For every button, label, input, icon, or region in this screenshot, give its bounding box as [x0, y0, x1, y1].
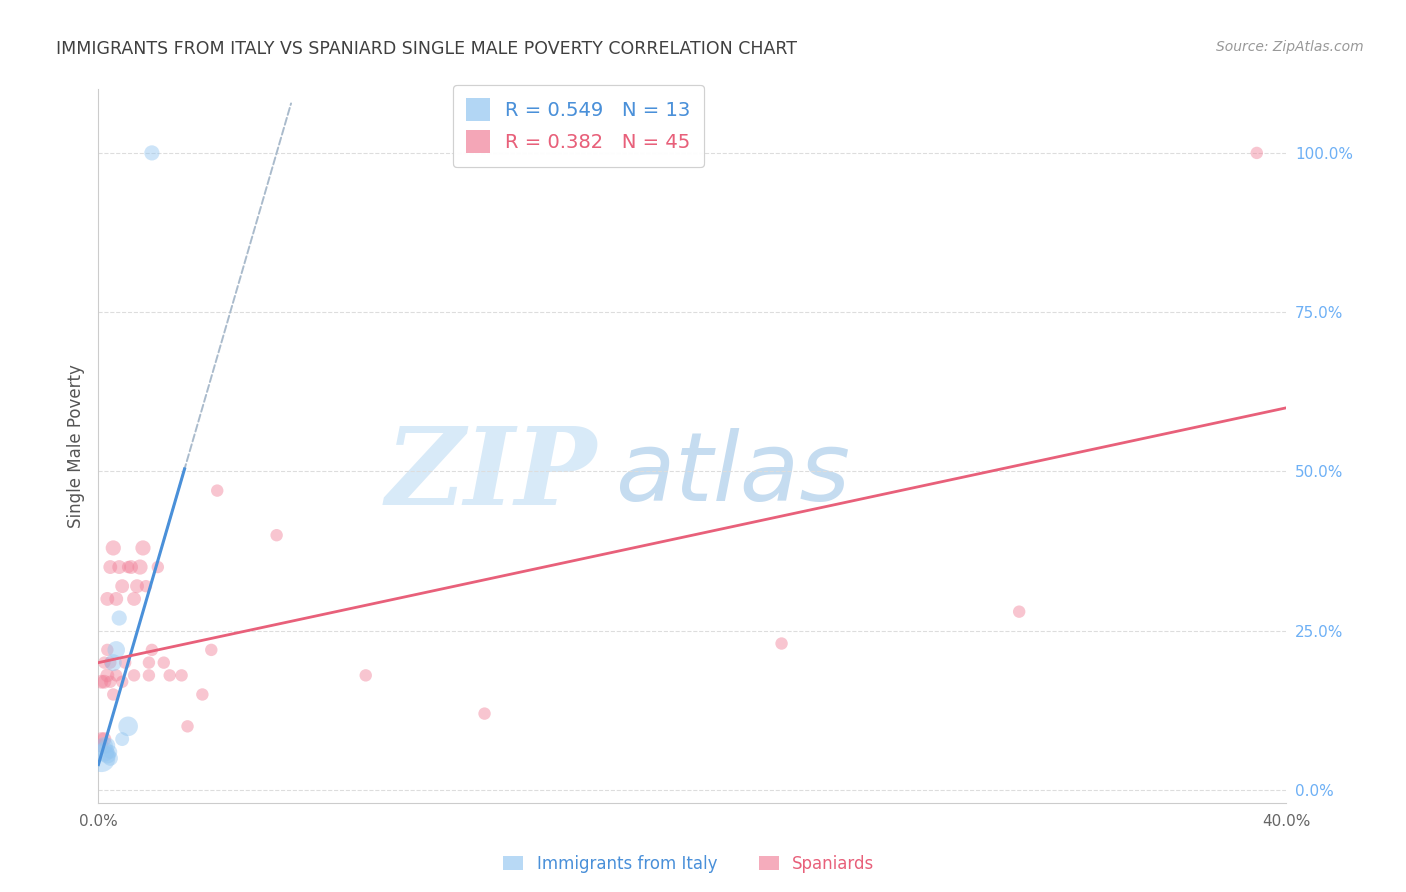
Point	[159, 668, 181, 682]
Point	[96, 591, 118, 606]
Text: atlas: atlas	[616, 428, 851, 521]
Point	[191, 688, 214, 702]
Point	[90, 732, 112, 747]
Point	[108, 560, 131, 574]
Point	[200, 643, 222, 657]
Point	[105, 591, 128, 606]
Point	[90, 674, 112, 689]
Point	[152, 656, 174, 670]
Point	[103, 656, 125, 670]
Text: Source: ZipAtlas.com: Source: ZipAtlas.com	[1216, 40, 1364, 54]
Point	[103, 688, 125, 702]
Point	[103, 541, 125, 555]
Point	[98, 674, 121, 689]
Point	[96, 747, 118, 762]
Point	[98, 656, 121, 670]
Point	[176, 719, 198, 733]
Point	[98, 751, 121, 765]
Point	[474, 706, 496, 721]
Point	[266, 528, 288, 542]
Point	[120, 560, 142, 574]
Point	[132, 541, 155, 555]
Legend: Immigrants from Italy, Spaniards: Immigrants from Italy, Spaniards	[496, 848, 882, 880]
Point	[354, 668, 377, 682]
Point	[770, 636, 793, 650]
Point	[117, 719, 139, 733]
Point	[146, 560, 169, 574]
Point	[93, 732, 115, 747]
Point	[93, 739, 115, 753]
Point	[111, 674, 134, 689]
Point	[138, 656, 160, 670]
Point	[138, 668, 160, 682]
Point	[96, 739, 118, 753]
Point	[105, 668, 128, 682]
Point	[207, 483, 229, 498]
Point	[98, 745, 121, 759]
Point	[125, 579, 148, 593]
Point	[105, 643, 128, 657]
Point	[111, 732, 134, 747]
Point	[117, 560, 139, 574]
Point	[141, 145, 163, 160]
Point	[93, 674, 115, 689]
Point	[114, 656, 136, 670]
Point	[90, 751, 112, 765]
Point	[98, 560, 121, 574]
Point	[129, 560, 152, 574]
Text: ZIP: ZIP	[387, 422, 598, 527]
Point	[1008, 605, 1031, 619]
Point	[93, 745, 115, 759]
Point	[135, 579, 157, 593]
Point	[122, 591, 145, 606]
Point	[1246, 145, 1268, 160]
Point	[170, 668, 193, 682]
Point	[96, 643, 118, 657]
Y-axis label: Single Male Poverty: Single Male Poverty	[66, 364, 84, 528]
Point	[111, 579, 134, 593]
Legend: R = 0.549   N = 13, R = 0.382   N = 45: R = 0.549 N = 13, R = 0.382 N = 45	[453, 85, 704, 167]
Point	[93, 656, 115, 670]
Point	[122, 668, 145, 682]
Point	[96, 668, 118, 682]
Point	[141, 643, 163, 657]
Point	[108, 611, 131, 625]
Point	[90, 739, 112, 753]
Text: IMMIGRANTS FROM ITALY VS SPANIARD SINGLE MALE POVERTY CORRELATION CHART: IMMIGRANTS FROM ITALY VS SPANIARD SINGLE…	[56, 40, 797, 58]
